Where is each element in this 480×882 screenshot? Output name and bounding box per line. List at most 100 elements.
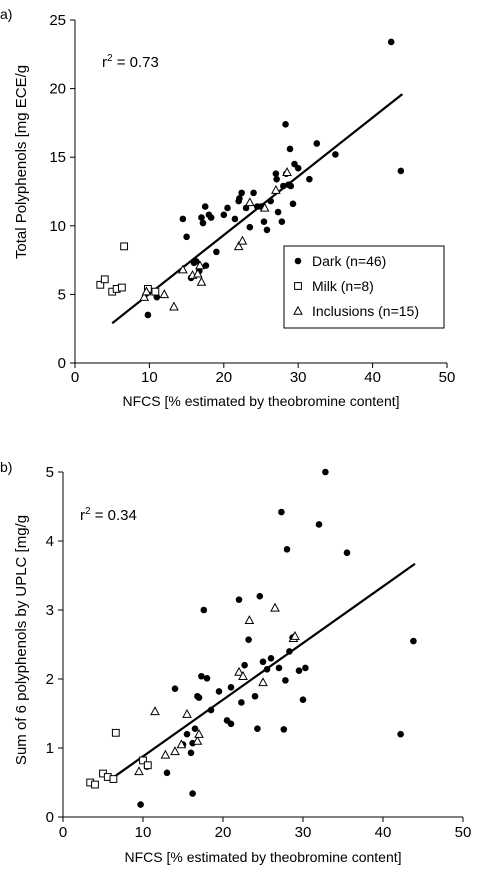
inclusions-point xyxy=(192,735,203,745)
y-axis-label: Total Polyphenols [mg ECE/g xyxy=(13,65,30,259)
dark-point xyxy=(171,685,179,692)
inclusions-point xyxy=(194,728,204,738)
y-tick-label: 5 xyxy=(46,464,54,481)
inclusions-point xyxy=(290,630,300,640)
panel-label: b) xyxy=(0,459,12,475)
inclusions-point xyxy=(233,241,244,251)
dark-point xyxy=(280,726,288,733)
dark-point xyxy=(144,311,152,319)
dark-point xyxy=(263,226,271,234)
inclusions-point xyxy=(244,615,255,625)
dark-point xyxy=(241,661,248,669)
milk-point xyxy=(109,775,118,783)
dark-point xyxy=(207,706,215,714)
dark-point xyxy=(273,175,280,183)
dark-point xyxy=(220,211,228,219)
dark-point xyxy=(227,683,235,691)
inclusions-point xyxy=(141,286,152,296)
x-tick-label: 50 xyxy=(455,824,472,841)
dark-point xyxy=(213,248,220,256)
panel-label: a) xyxy=(0,6,12,22)
inclusions-point xyxy=(169,301,179,311)
dark-point xyxy=(295,667,303,675)
milk-point xyxy=(151,287,160,296)
y-tick-label: 4 xyxy=(46,533,54,550)
x-tick-label: 20 xyxy=(215,824,232,841)
dark-point xyxy=(236,195,243,202)
dark-point xyxy=(282,120,289,128)
dark-point xyxy=(302,664,309,672)
dark-point xyxy=(322,468,329,476)
inclusions-point xyxy=(245,197,255,207)
r-squared-annotation: r2 = 0.34 xyxy=(80,506,137,524)
x-axis-label: NFCS [% estimated by theobromine content… xyxy=(124,849,401,865)
dark-point xyxy=(200,606,208,614)
dark-point xyxy=(272,170,280,177)
dark-point xyxy=(332,151,339,158)
milk-point xyxy=(120,242,129,251)
legend-marker xyxy=(293,305,303,315)
dark-point xyxy=(192,258,200,265)
x-tick-label: 10 xyxy=(141,369,158,386)
dark-point xyxy=(343,549,351,557)
dark-point xyxy=(183,730,191,738)
dark-point xyxy=(278,508,285,516)
dark-point xyxy=(238,189,245,197)
inclusions-point xyxy=(192,268,203,278)
inclusions-point xyxy=(234,666,244,676)
x-tick-label: 40 xyxy=(364,369,381,386)
legend-label: Inclusions (n=15) xyxy=(312,303,419,319)
dark-point xyxy=(191,725,199,732)
dark-point xyxy=(289,200,297,208)
y-tick-label: 0 xyxy=(46,809,54,826)
dark-point xyxy=(198,214,205,221)
dark-point xyxy=(242,204,250,212)
y-tick-label: 10 xyxy=(49,218,66,235)
dark-point xyxy=(235,596,243,603)
dark-point xyxy=(189,790,196,797)
dark-point xyxy=(299,696,307,703)
inclusions-point xyxy=(271,184,281,194)
dark-point xyxy=(410,637,417,645)
dark-point xyxy=(179,215,187,223)
inclusions-point xyxy=(238,670,248,680)
x-tick-label: 10 xyxy=(135,824,152,841)
inclusions-point xyxy=(134,766,144,776)
y-tick-label: 5 xyxy=(58,286,66,303)
dark-point xyxy=(274,208,282,216)
dark-point xyxy=(283,545,291,553)
milk-point xyxy=(111,728,120,737)
x-tick-label: 0 xyxy=(71,369,79,386)
r-squared-annotation: r2 = 0.73 xyxy=(102,53,159,71)
dark-point xyxy=(246,223,254,231)
legend-label: Milk (n=8) xyxy=(312,278,374,294)
y-tick-label: 2 xyxy=(46,671,54,688)
inclusions-point xyxy=(160,749,171,759)
y-tick-label: 3 xyxy=(46,602,54,619)
milk-point xyxy=(91,780,99,789)
inclusions-point xyxy=(170,746,180,756)
dark-point xyxy=(238,699,245,706)
dark-point xyxy=(215,688,223,695)
dark-point xyxy=(263,666,271,673)
y-tick-label: 15 xyxy=(49,149,66,166)
trendline xyxy=(110,562,416,780)
milk-point xyxy=(100,275,109,284)
dark-point xyxy=(280,182,287,190)
dark-point xyxy=(183,233,190,241)
x-axis-label: NFCS [% estimated by theobromine content… xyxy=(122,393,399,409)
chart-b: b) 0 10 20 30 40 50 0 1 2 3 4 5 NFCS [% estimated by … xyxy=(0,459,471,865)
dark-point xyxy=(256,592,264,600)
inclusions-point xyxy=(258,677,268,687)
y-tick-label: 20 xyxy=(49,81,66,98)
chart-a: a) 0 10 20 30 40 50 0 5 10 15 20 25 NFCS [% estimated… xyxy=(0,6,455,409)
dark-point xyxy=(163,769,171,777)
dark-point xyxy=(294,164,302,172)
dark-point xyxy=(227,720,235,728)
y-axis-label: Sum of 6 polyphenols by UPLC [mg/g xyxy=(13,515,30,765)
dark-point xyxy=(245,636,252,643)
dark-point xyxy=(278,218,286,225)
dark-point xyxy=(189,739,196,747)
dark-point xyxy=(199,219,207,227)
